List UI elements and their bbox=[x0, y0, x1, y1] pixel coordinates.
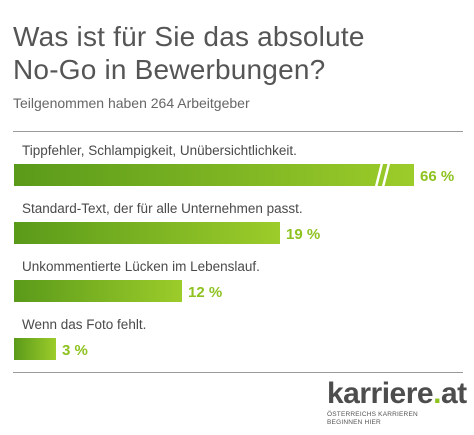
page-title: Was ist für Sie das absolute No-Go in Be… bbox=[13, 20, 463, 86]
logo-tagline: ÖSTERREICHS KARRIEREN BEGINNEN HIER bbox=[327, 411, 418, 426]
value-label: 3 % bbox=[62, 342, 88, 359]
category-label: Tippfehler, Schlampigkeit, Unübersichtli… bbox=[22, 143, 297, 158]
axis-break-mark bbox=[381, 162, 391, 188]
title-line-1: Was ist für Sie das absolute bbox=[13, 21, 365, 52]
value-label: 66 % bbox=[420, 168, 454, 185]
value-label: 19 % bbox=[286, 226, 320, 243]
karriere-logo: karriere.at ÖSTERREICHS KARRIEREN BEGINN… bbox=[327, 379, 467, 427]
bar bbox=[14, 222, 280, 244]
subtitle: Teilgenommen haben 264 Arbeitgeber bbox=[13, 95, 250, 111]
category-label: Wenn das Foto fehlt. bbox=[22, 317, 146, 332]
logo-wordmark: karriere.at bbox=[327, 377, 467, 410]
category-label: Standard-Text, der für alle Unternehmen … bbox=[22, 201, 303, 216]
divider-bottom bbox=[13, 372, 463, 373]
axis-break-mark bbox=[374, 162, 384, 188]
bar bbox=[14, 280, 182, 302]
bar bbox=[14, 164, 414, 186]
value-label: 12 % bbox=[188, 284, 222, 301]
category-label: Unkommentierte Lücken im Lebenslauf. bbox=[22, 259, 260, 274]
bar bbox=[14, 338, 56, 360]
divider-top bbox=[13, 131, 463, 132]
title-line-2: No-Go in Bewerbungen? bbox=[13, 54, 326, 85]
